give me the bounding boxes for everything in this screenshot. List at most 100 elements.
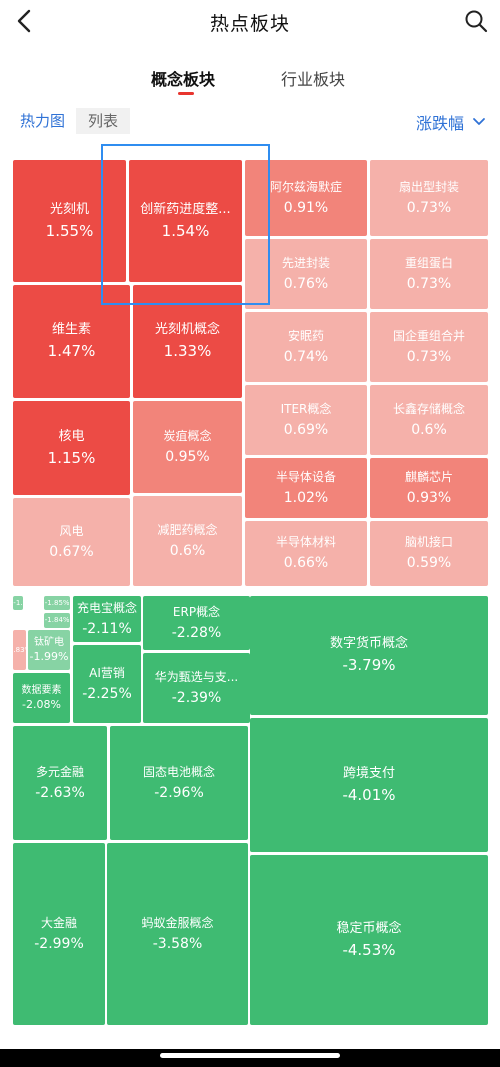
home-indicator bbox=[160, 1053, 340, 1058]
tile-change-percent: 0.67% bbox=[49, 543, 94, 560]
heatmap-tile[interactable]: ITER概念 0.69% bbox=[245, 385, 367, 455]
heatmap-tile[interactable]: 减肥药概念 0.6% bbox=[133, 496, 242, 586]
tab-concept-sectors[interactable]: 概念板块 bbox=[151, 70, 216, 89]
tile-sector-name: 华为甄选与支... bbox=[154, 669, 239, 684]
tile-change-percent: 1.33% bbox=[163, 342, 212, 360]
heatmap-tile[interactable]: 蚂蚁金服概念 -3.58% bbox=[107, 843, 248, 1025]
heatmap-tile[interactable]: -1.9 bbox=[13, 596, 23, 610]
tile-sector-name: 稳定币概念 bbox=[336, 920, 402, 936]
tile-sector-name: 光刻机概念 bbox=[154, 322, 220, 337]
tile-change-percent: 1.55% bbox=[45, 221, 94, 240]
tile-change-percent: -3.58% bbox=[152, 935, 203, 952]
heatmap-tile[interactable]: 脑机接口 0.59% bbox=[370, 521, 488, 586]
heatmap-tile[interactable]: 大金融 -2.99% bbox=[13, 843, 105, 1025]
tile-change-percent: 0.73% bbox=[406, 275, 452, 292]
heatmap-tile[interactable]: .83% bbox=[13, 630, 26, 670]
header-bar: 热点板块 bbox=[0, 0, 500, 44]
tile-sector-name: -1.85% bbox=[44, 598, 70, 607]
heatmap-tile[interactable]: 长鑫存储概念 0.6% bbox=[370, 385, 488, 455]
tile-sector-name: 减肥药概念 bbox=[157, 522, 218, 537]
tile-sector-name: 光刻机 bbox=[49, 201, 89, 217]
heatmap-tile[interactable]: 维生素 1.47% bbox=[13, 285, 130, 398]
heatmap-tile[interactable]: 阿尔兹海默症 0.91% bbox=[245, 160, 367, 236]
heatmap-tile[interactable]: 扇出型封装 0.73% bbox=[370, 160, 488, 236]
list-view-toggle[interactable]: 列表 bbox=[76, 108, 131, 134]
heatmap-tile[interactable]: 创新药进度整... 1.54% bbox=[129, 160, 242, 282]
tile-sector-name: 扇出型封装 bbox=[398, 179, 459, 194]
heatmap-tile[interactable]: 炭疽概念 0.95% bbox=[133, 401, 242, 493]
heatmap-tile[interactable]: 光刻机 1.55% bbox=[13, 160, 126, 282]
tile-change-percent: -3.79% bbox=[342, 656, 396, 674]
tile-sector-name: 蚂蚁金服概念 bbox=[141, 915, 214, 930]
heatmap-view-toggle[interactable]: 热力图 bbox=[20, 112, 66, 130]
chevron-left-icon[interactable] bbox=[14, 8, 36, 34]
tile-change-percent: 1.02% bbox=[283, 489, 329, 506]
tile-sector-name: 核电 bbox=[58, 428, 85, 444]
tile-change-percent: 0.6% bbox=[169, 542, 206, 559]
tile-sector-name: -1.9 bbox=[13, 598, 23, 607]
tile-change-percent: -2.63% bbox=[35, 784, 85, 801]
tile-sector-name: 炭疽概念 bbox=[163, 428, 212, 443]
heatmap-tile[interactable]: -1.84% bbox=[44, 613, 70, 628]
heatmap-tile[interactable]: 半导体材料 0.66% bbox=[245, 521, 367, 586]
heatmap-tile[interactable]: 充电宝概念 -2.11% bbox=[73, 596, 141, 642]
heatmap-tile[interactable]: 国企重组合并 0.73% bbox=[370, 312, 488, 382]
tile-change-percent: 0.91% bbox=[283, 199, 329, 216]
tile-sector-name: 多元金融 bbox=[35, 764, 84, 779]
tile-sector-name: ITER概念 bbox=[280, 401, 332, 416]
heatmap-tile[interactable]: 麒麟芯片 0.93% bbox=[370, 458, 488, 518]
tile-sector-name: ERP概念 bbox=[172, 604, 221, 619]
heatmap-tile[interactable]: 半导体设备 1.02% bbox=[245, 458, 367, 518]
heatmap-tile[interactable]: 固态电池概念 -2.96% bbox=[110, 726, 248, 840]
tile-sector-name: 充电宝概念 bbox=[76, 600, 137, 615]
tile-sector-name: 安眠药 bbox=[287, 328, 324, 343]
tile-change-percent: 0.59% bbox=[406, 555, 452, 571]
tile-change-percent: -4.01% bbox=[342, 785, 396, 804]
tile-change-percent: 1.47% bbox=[47, 342, 96, 360]
tile-change-percent: 0.73% bbox=[406, 348, 452, 365]
tile-sector-name: 重组蛋白 bbox=[404, 255, 453, 270]
tile-change-percent: 1.15% bbox=[47, 448, 96, 467]
heatmap-tile[interactable]: 核电 1.15% bbox=[13, 401, 130, 495]
tile-sector-name: 阿尔兹海默症 bbox=[269, 179, 342, 194]
tab-industry-sectors[interactable]: 行业板块 bbox=[281, 70, 346, 89]
tile-change-percent: -1.99% bbox=[29, 650, 69, 663]
heatmap-tile[interactable]: 先进封装 0.76% bbox=[245, 239, 367, 309]
tile-change-percent: 0.74% bbox=[283, 348, 329, 365]
tile-sector-name: 半导体设备 bbox=[275, 469, 336, 484]
tile-change-percent: 0.69% bbox=[283, 421, 329, 438]
tile-sector-name: 半导体材料 bbox=[275, 535, 336, 549]
tile-change-percent: 1.54% bbox=[161, 221, 210, 240]
tile-change-percent: -4.53% bbox=[342, 940, 396, 959]
tile-sector-name: 数据要素 bbox=[21, 685, 62, 696]
tile-sector-name: 脑机接口 bbox=[404, 535, 453, 549]
tile-sector-name: 国企重组合并 bbox=[392, 328, 465, 343]
sort-dropdown[interactable]: 涨跌幅 bbox=[416, 110, 486, 134]
tile-change-percent: 0.6% bbox=[411, 421, 447, 438]
heatmap-tile[interactable]: AI营销 -2.25% bbox=[73, 645, 141, 723]
tile-sector-name: .83% bbox=[13, 645, 25, 654]
tile-sector-name: 固态电池概念 bbox=[142, 764, 215, 779]
heatmap-tile[interactable]: 重组蛋白 0.73% bbox=[370, 239, 488, 309]
tile-change-percent: 0.95% bbox=[165, 448, 210, 465]
heatmap-tile[interactable]: 跨境支付 -4.01% bbox=[250, 718, 488, 852]
heatmap-tile[interactable]: -1.85% bbox=[44, 596, 70, 610]
heatmap-tile[interactable]: 光刻机概念 1.33% bbox=[133, 285, 242, 398]
tile-change-percent: -2.25% bbox=[82, 685, 132, 702]
heatmap-tile[interactable]: 安眠药 0.74% bbox=[245, 312, 367, 382]
tile-change-percent: 0.93% bbox=[406, 489, 452, 506]
heatmap-tile[interactable]: 数据要素 -2.08% bbox=[13, 673, 70, 723]
heatmap-tile[interactable]: 多元金融 -2.63% bbox=[13, 726, 107, 840]
page-title: 热点板块 bbox=[209, 13, 290, 35]
heatmap-tile[interactable]: 数字货币概念 -3.79% bbox=[250, 596, 488, 715]
sort-label: 涨跌幅 bbox=[415, 114, 464, 133]
search-icon[interactable] bbox=[464, 9, 488, 33]
tile-change-percent: -2.08% bbox=[22, 698, 61, 711]
heatmap-tile[interactable]: 风电 0.67% bbox=[13, 498, 130, 586]
heatmap-tile[interactable]: 稳定币概念 -4.53% bbox=[250, 855, 488, 1025]
tile-change-percent: -2.96% bbox=[154, 784, 204, 801]
heatmap-tile[interactable]: 钛矿电 -1.99% bbox=[28, 630, 70, 670]
heatmap-tile[interactable]: 华为甄选与支... -2.39% bbox=[143, 653, 250, 723]
heatmap-tile[interactable]: ERP概念 -2.28% bbox=[143, 596, 250, 650]
system-navigation-bar bbox=[0, 1049, 500, 1067]
